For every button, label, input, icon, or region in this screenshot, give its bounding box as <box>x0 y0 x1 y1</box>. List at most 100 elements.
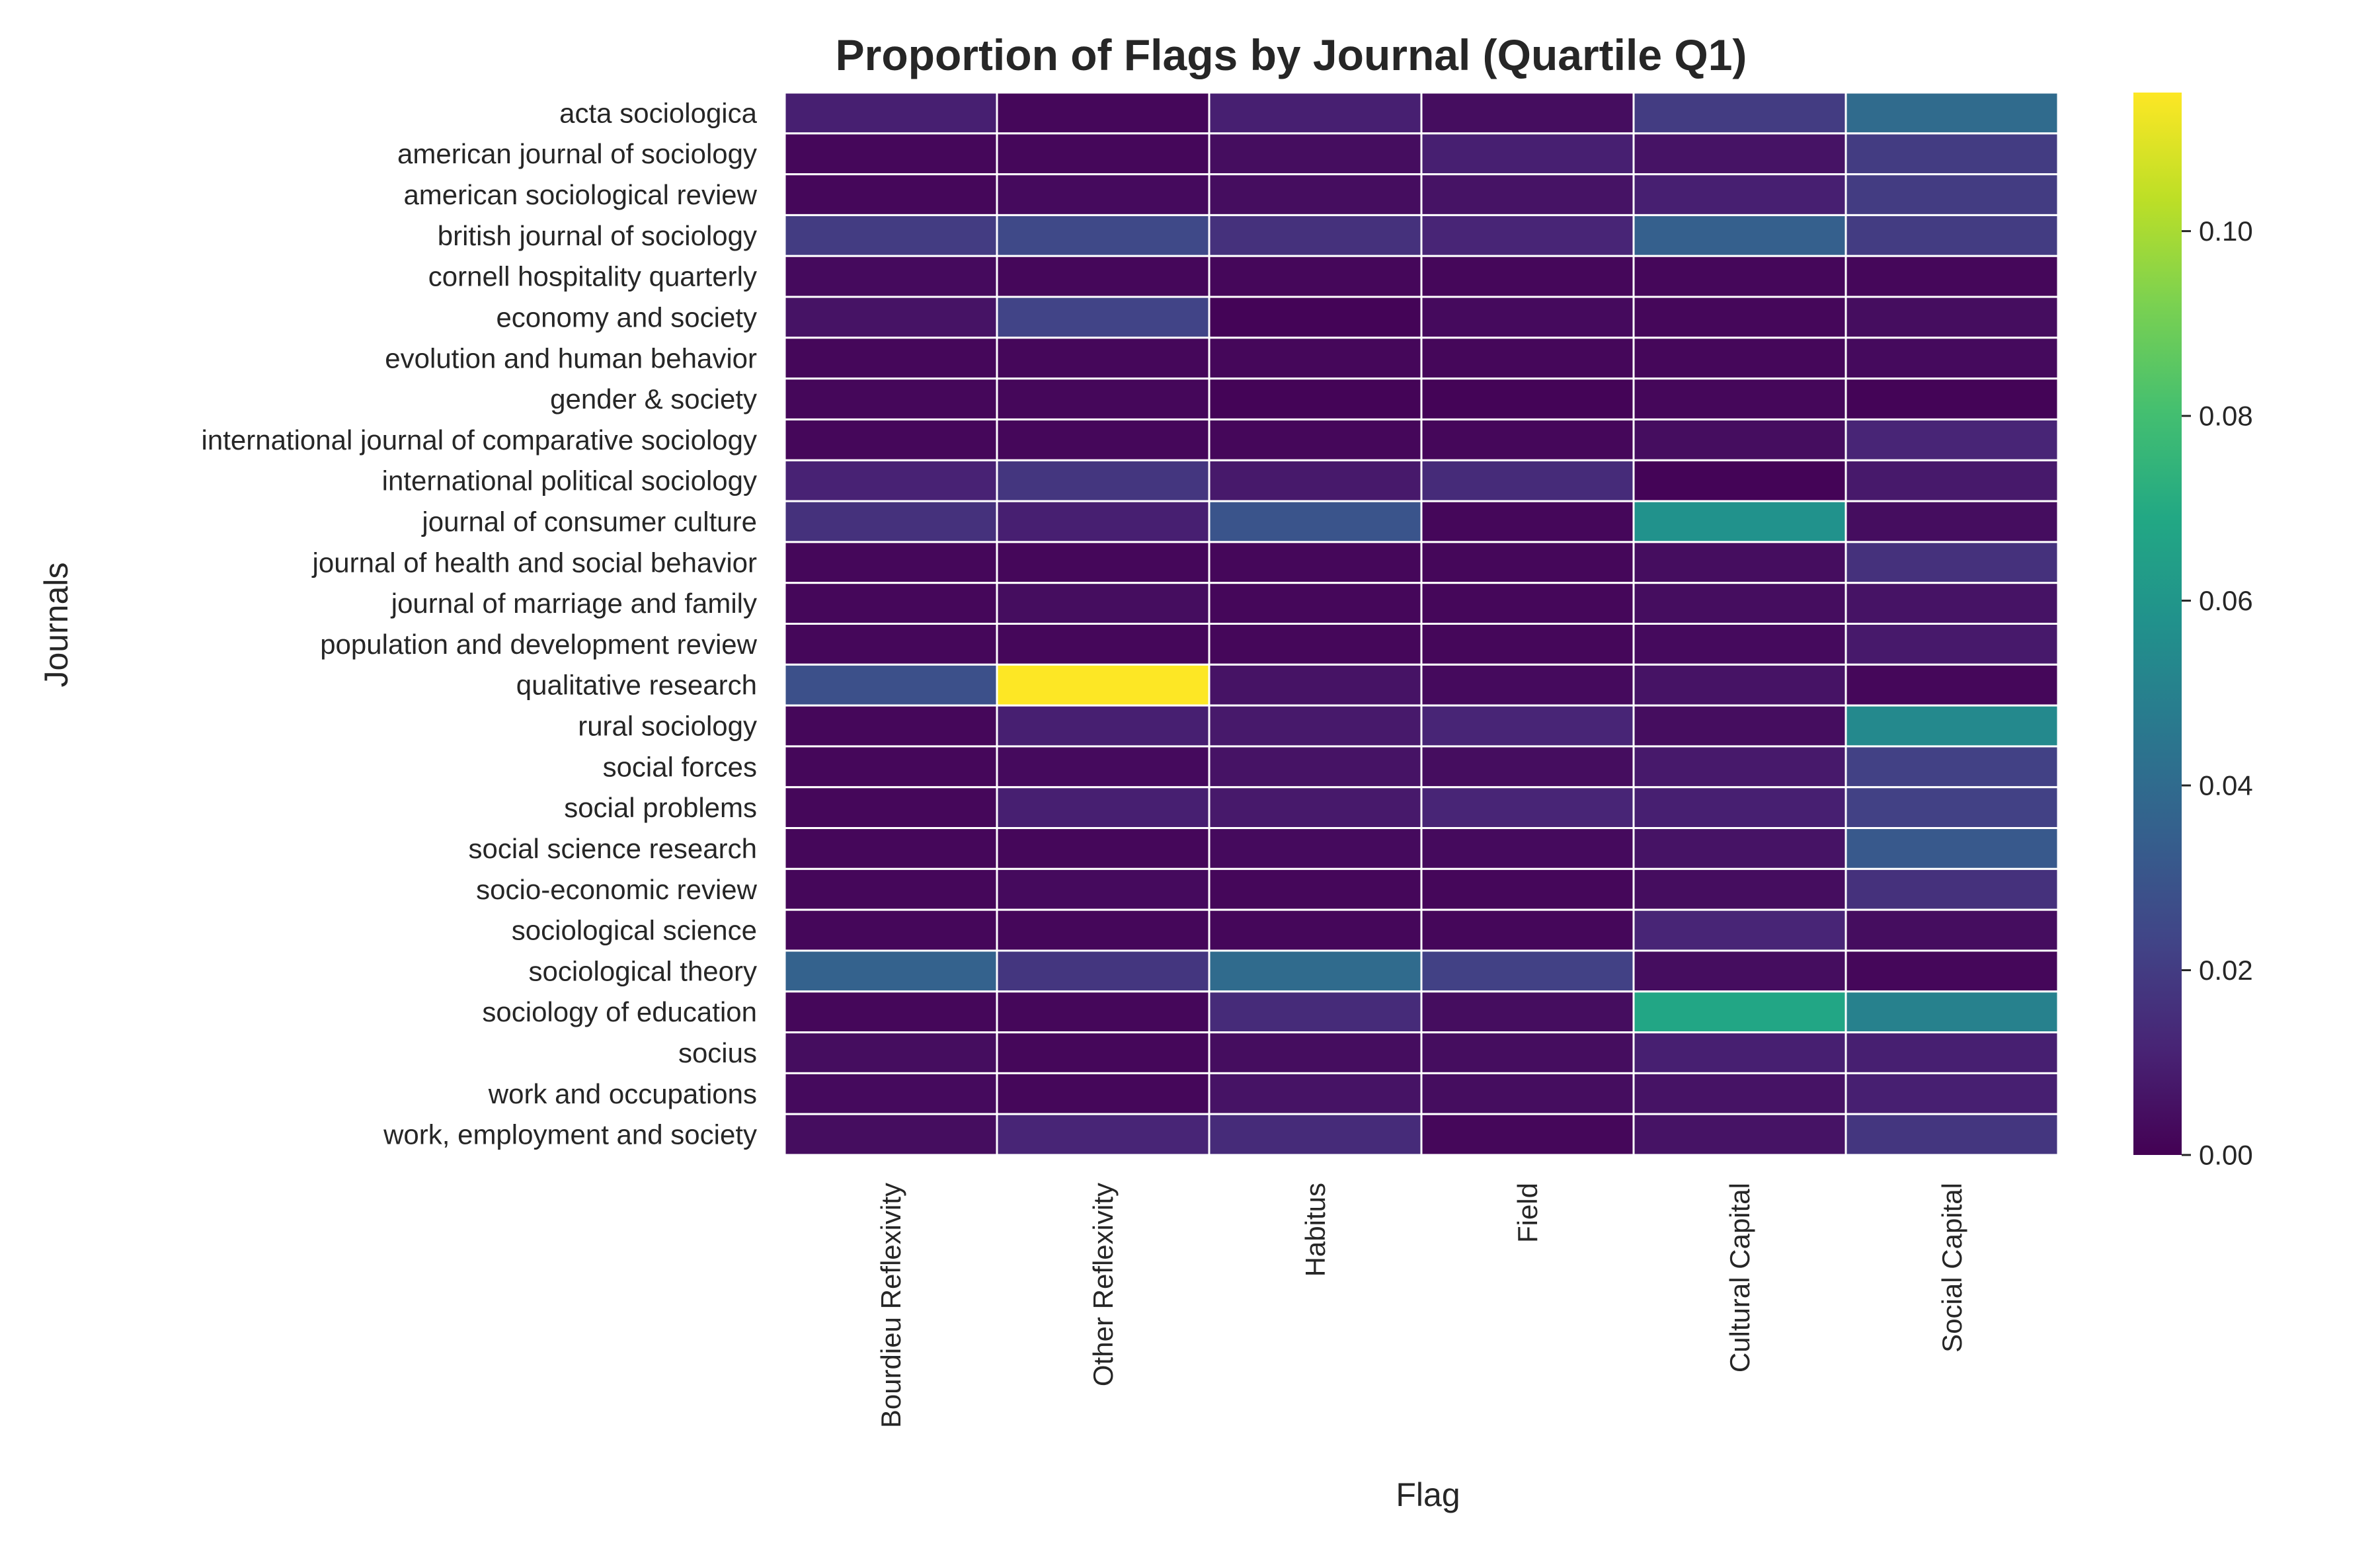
heatmap-cell <box>1632 1031 1847 1074</box>
heatmap-cell <box>1844 827 2059 870</box>
y-tick-label: population and development review <box>320 629 757 660</box>
heatmap-cell <box>1632 173 1847 216</box>
heatmap-cell <box>1844 214 2059 257</box>
y-tick-label: cornell hospitality quarterly <box>428 261 757 292</box>
y-tick-label: sociological science <box>512 915 757 946</box>
y-tick-label: sociological theory <box>528 955 757 986</box>
heatmap-cell <box>1844 704 2059 748</box>
heatmap-cell <box>996 1072 1210 1115</box>
heatmap-cell <box>1420 704 1635 748</box>
y-tick-label: work and occupations <box>488 1078 757 1109</box>
heatmap-cell <box>1208 949 1423 993</box>
y-tick-labels: acta sociologica american journal of soci… <box>202 97 758 1150</box>
y-tick-label: journal of consumer culture <box>420 506 757 537</box>
heatmap-cell <box>1632 377 1847 420</box>
heatmap-cell <box>1632 623 1847 666</box>
heatmap-cell <box>1844 1113 2059 1156</box>
heatmap-cell <box>1420 867 1635 911</box>
x-tick-label: Bourdieu Reflexivity <box>875 1183 906 1428</box>
heatmap-cell <box>1208 1072 1423 1115</box>
colorbar-tick-label: 0.00 <box>2199 1140 2253 1171</box>
heatmap-cell <box>1208 459 1423 502</box>
heatmap-cell <box>996 173 1210 216</box>
y-tick-label: social science research <box>468 833 757 864</box>
heatmap-cell <box>1420 949 1635 993</box>
heatmap-cell <box>1208 623 1423 666</box>
heatmap-cell <box>1632 663 1847 707</box>
y-tick-label: socio-economic review <box>476 874 757 905</box>
heatmap-cell <box>783 337 998 380</box>
y-tick-label: journal of marriage and family <box>390 588 757 619</box>
x-tick-labels: Bourdieu Reflexivity Other Reflexivity Hab… <box>875 1183 1967 1428</box>
heatmap-cell <box>1208 337 1423 380</box>
colorbar-tick-label: 0.02 <box>2199 955 2253 986</box>
x-tick-label: Field <box>1512 1183 1543 1243</box>
heatmap-cell <box>1420 745 1635 789</box>
y-tick-label: international journal of comparative soc… <box>202 424 757 456</box>
heatmap-cell <box>996 827 1210 870</box>
heatmap-cell <box>1208 867 1423 911</box>
colorbar-tick-label: 0.08 <box>2199 401 2253 432</box>
heatmap-cell <box>1420 337 1635 380</box>
heatmap-cell <box>783 418 998 461</box>
heatmap-cell <box>996 623 1210 666</box>
y-tick-label: socius <box>678 1037 757 1068</box>
heatmap-cell <box>783 990 998 1034</box>
heatmap-cell <box>1420 459 1635 502</box>
heatmap-cell <box>996 214 1210 257</box>
heatmap-cell <box>1420 132 1635 176</box>
heatmap-cell <box>1420 173 1635 216</box>
heatmap-cell <box>783 541 998 584</box>
heatmap-cell <box>783 663 998 707</box>
heatmap-cell <box>783 582 998 625</box>
heatmap-cell <box>1420 91 1635 135</box>
heatmap-cell <box>1844 500 2059 543</box>
heatmap-cell <box>1632 745 1847 789</box>
heatmap-cell <box>783 623 998 666</box>
heatmap-cell <box>1844 786 2059 830</box>
heatmap-cell <box>783 786 998 830</box>
heatmap-cell <box>783 255 998 298</box>
y-tick-label: social problems <box>564 792 757 823</box>
heatmap-cell <box>1632 459 1847 502</box>
heatmap-cell <box>1420 908 1635 952</box>
heatmap-cell <box>1632 255 1847 298</box>
heatmap-cell <box>1844 990 2059 1034</box>
heatmap-cell <box>1632 704 1847 748</box>
y-axis-label: Journals <box>38 563 75 688</box>
heatmap-cell <box>996 459 1210 502</box>
y-tick-label: sociology of education <box>482 996 757 1027</box>
heatmap-cell <box>1420 214 1635 257</box>
heatmap-cell <box>783 214 998 257</box>
heatmap-cell <box>1208 745 1423 789</box>
heatmap-cell <box>1208 663 1423 707</box>
heatmap-cell <box>1420 990 1635 1034</box>
heatmap-cell <box>1208 786 1423 830</box>
heatmap-cell <box>1420 418 1635 461</box>
heatmap-cell <box>1420 786 1635 830</box>
heatmap-cell <box>1844 377 2059 420</box>
heatmap-cell <box>783 1031 998 1074</box>
heatmap-cell <box>1420 541 1635 584</box>
y-tick-label: acta sociologica <box>559 97 757 128</box>
heatmap-cell <box>1208 1031 1423 1074</box>
heatmap-cell <box>996 949 1210 993</box>
heatmap-cell <box>996 1113 1210 1156</box>
heatmap-cell <box>1844 91 2059 135</box>
heatmap-cell <box>1208 1113 1423 1156</box>
heatmap-cell <box>1844 745 2059 789</box>
heatmap-cell <box>1844 296 2059 339</box>
y-tick-label: economy and society <box>496 301 757 333</box>
colorbar-tick-labels: 0.00 0.02 0.04 0.06 0.08 0.10 <box>2182 216 2253 1171</box>
heatmap-cell <box>1208 500 1423 543</box>
heatmap-cell <box>996 255 1210 298</box>
heatmap-cell <box>1632 132 1847 176</box>
heatmap-cell <box>783 908 998 952</box>
heatmap-cell <box>1420 1072 1635 1115</box>
heatmap-cell <box>1208 296 1423 339</box>
heatmap-cell <box>1844 1072 2059 1115</box>
x-tick-label: Social Capital <box>1936 1183 1967 1353</box>
heatmap-cell <box>1208 704 1423 748</box>
heatmap-cell <box>783 949 998 993</box>
heatmap-cell <box>996 704 1210 748</box>
